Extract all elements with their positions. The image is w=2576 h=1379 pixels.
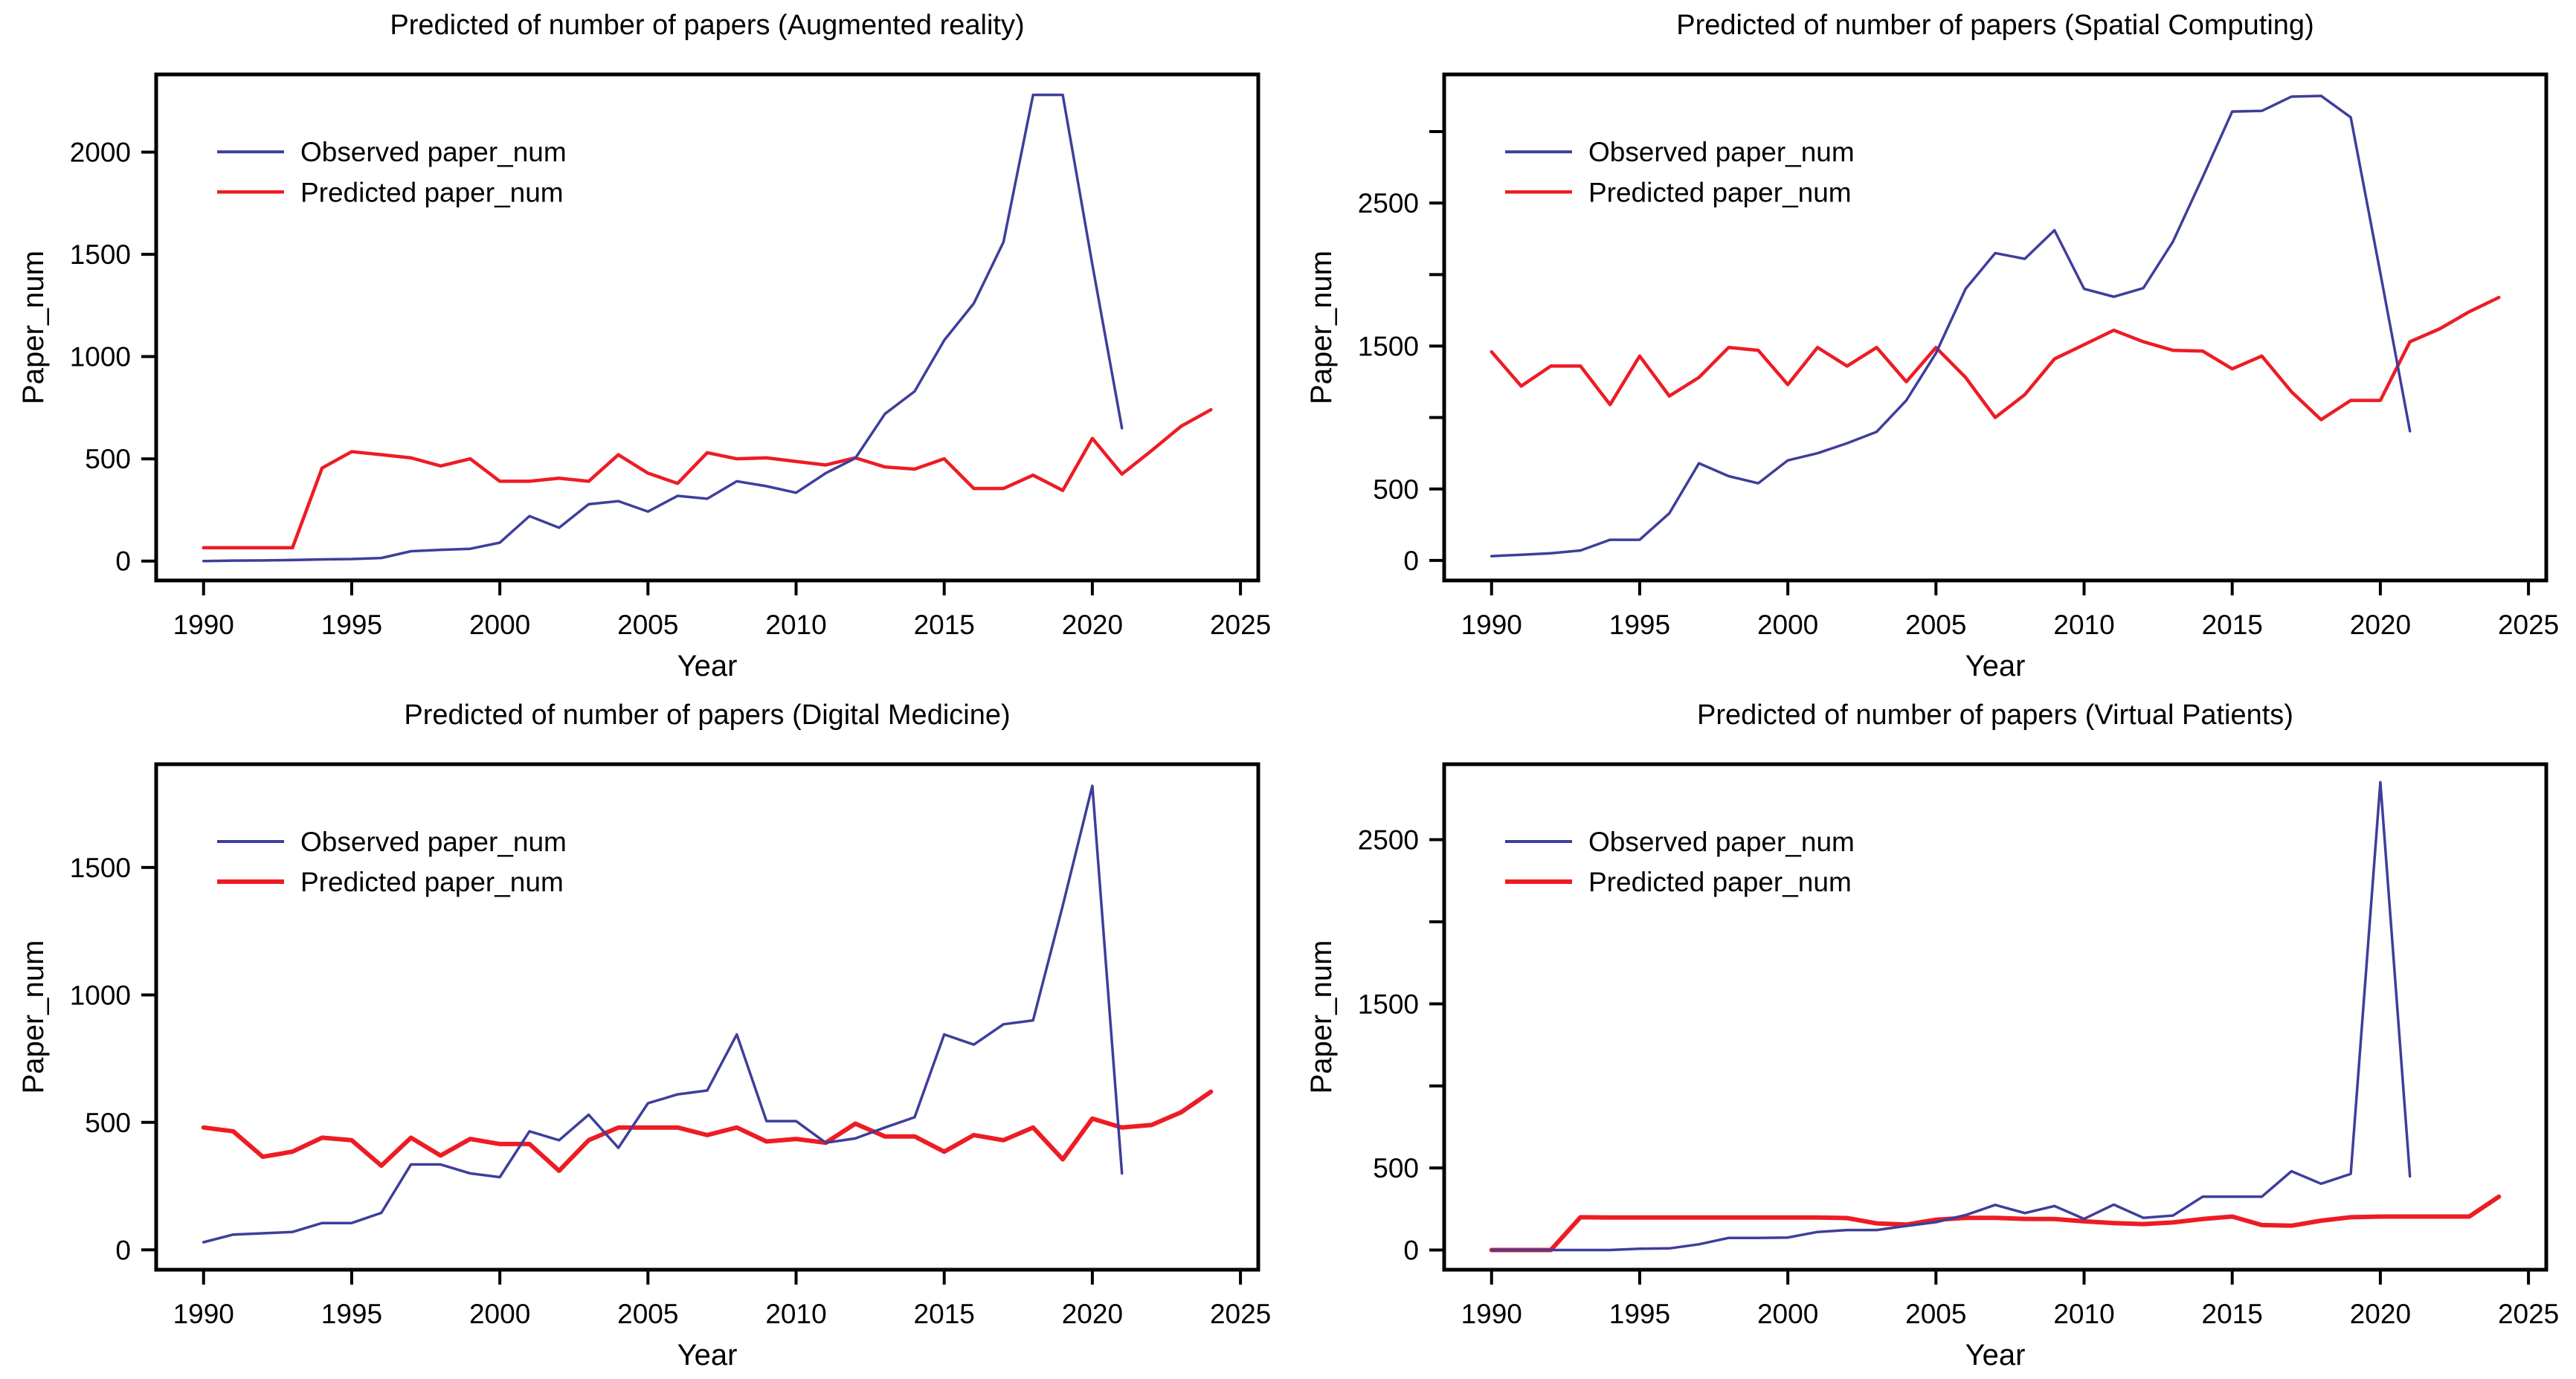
- x-tick-label: 2005: [1905, 1298, 1966, 1329]
- x-tick-label: 2010: [765, 609, 826, 640]
- y-tick-label: 1500: [70, 239, 131, 270]
- legend-observed-label: Observed paper_num: [1588, 826, 1855, 857]
- x-tick-label: 2010: [2053, 609, 2114, 640]
- chart-panel-augmented-reality: Predicted of number of papers (Augmented…: [0, 0, 1288, 690]
- observed-line: [1490, 781, 2412, 1252]
- y-axis-label: Paper_num: [1305, 940, 1338, 1094]
- x-tick-label: 2025: [1210, 609, 1271, 640]
- y-axis-label: Paper_num: [17, 940, 50, 1094]
- x-tick-label: 2025: [2498, 609, 2559, 640]
- plot-border: [1442, 762, 2548, 1272]
- y-tick-label: 2500: [1358, 824, 1419, 856]
- x-tick-label: 2005: [617, 1298, 678, 1329]
- y-tick-label: 2000: [70, 137, 131, 168]
- predicted-line: [202, 407, 1213, 550]
- y-tick-label: 1500: [70, 852, 131, 883]
- x-tick-label: 2020: [2350, 1298, 2411, 1329]
- legend-predicted-label: Predicted paper_num: [1588, 866, 1852, 897]
- plot-border: [1442, 72, 2548, 583]
- chart-panel-spatial-computing: Predicted of number of papers (Spatial C…: [1288, 0, 2576, 690]
- y-tick-label: 0: [1403, 545, 1419, 576]
- y-tick-label: 1000: [70, 341, 131, 372]
- y-tick-label: 0: [1403, 1235, 1419, 1266]
- x-axis-label: Year: [1965, 1339, 2026, 1372]
- x-tick-label: 2020: [1062, 1298, 1123, 1329]
- y-tick-label: 500: [85, 1107, 131, 1138]
- x-tick-label: 2015: [2202, 1298, 2263, 1329]
- y-tick-label: 500: [1373, 1152, 1419, 1183]
- legend-predicted-label: Predicted paper_num: [300, 176, 564, 207]
- chart-virtual-patients: Predicted of number of papers (Virtual P…: [1305, 700, 2559, 1372]
- x-tick-label: 2020: [2350, 609, 2411, 640]
- y-axis-label: Paper_num: [1305, 251, 1338, 404]
- chart-title: Predicted of number of papers (Augmented…: [390, 10, 1024, 41]
- x-tick-label: 2005: [1905, 609, 1966, 640]
- legend-observed-label: Observed paper_num: [300, 826, 567, 857]
- plot-border: [154, 762, 1260, 1272]
- x-tick-label: 2015: [2202, 609, 2263, 640]
- chart-title: Predicted of number of papers (Virtual P…: [1697, 700, 2293, 731]
- chart-digital-medicine: Predicted of number of papers (Digital M…: [17, 700, 1271, 1372]
- chart-panel-digital-medicine: Predicted of number of papers (Digital M…: [0, 690, 1288, 1379]
- y-tick-label: 0: [115, 546, 131, 577]
- y-tick-label: 2500: [1358, 187, 1419, 219]
- x-tick-label: 1990: [173, 1298, 234, 1329]
- chart-title: Predicted of number of papers (Spatial C…: [1676, 10, 2313, 41]
- x-tick-label: 1995: [1609, 609, 1670, 640]
- chart-panel-virtual-patients: Predicted of number of papers (Virtual P…: [1288, 690, 2576, 1379]
- legend-predicted-label: Predicted paper_num: [1588, 176, 1852, 207]
- y-tick-label: 1000: [70, 979, 131, 1010]
- x-tick-label: 2015: [914, 1298, 975, 1329]
- predicted-line: [201, 1089, 1214, 1173]
- x-tick-label: 1990: [1461, 609, 1522, 640]
- x-tick-label: 2000: [1757, 1298, 1818, 1329]
- y-tick-label: 500: [1373, 474, 1419, 505]
- x-tick-label: 1990: [173, 609, 234, 640]
- x-tick-label: 2010: [2053, 1298, 2114, 1329]
- x-tick-label: 1995: [321, 609, 382, 640]
- y-tick-label: 0: [115, 1234, 131, 1265]
- chart-title: Predicted of number of papers (Digital M…: [404, 700, 1010, 731]
- x-tick-label: 2000: [1757, 609, 1818, 640]
- predicted-line: [1490, 295, 2501, 422]
- x-tick-label: 1995: [321, 1298, 382, 1329]
- x-tick-label: 1995: [1609, 1298, 1670, 1329]
- x-tick-label: 2010: [765, 1298, 826, 1329]
- observed-line: [1490, 94, 2412, 558]
- x-tick-label: 2025: [1210, 1298, 1271, 1329]
- y-axis-label: Paper_num: [17, 251, 50, 404]
- x-tick-label: 2020: [1062, 609, 1123, 640]
- chart-augmented-reality: Predicted of number of papers (Augmented…: [17, 10, 1271, 682]
- x-axis-label: Year: [1965, 650, 2026, 682]
- plot-border: [154, 72, 1260, 583]
- predicted-line: [1489, 1194, 2502, 1253]
- legend-observed-label: Observed paper_num: [1588, 136, 1855, 167]
- legend-predicted-label: Predicted paper_num: [300, 866, 564, 897]
- observed-line: [202, 784, 1124, 1244]
- chart-spatial-computing: Predicted of number of papers (Spatial C…: [1305, 10, 2559, 682]
- x-tick-label: 2005: [617, 609, 678, 640]
- y-tick-label: 1500: [1358, 988, 1419, 1019]
- x-tick-label: 2025: [2498, 1298, 2559, 1329]
- x-axis-label: Year: [677, 650, 738, 682]
- x-axis-label: Year: [677, 1339, 738, 1372]
- y-tick-label: 500: [85, 443, 131, 474]
- y-tick-label: 1500: [1358, 330, 1419, 361]
- legend-observed-label: Observed paper_num: [300, 136, 567, 167]
- observed-line: [202, 93, 1124, 563]
- x-tick-label: 2000: [469, 609, 530, 640]
- x-tick-label: 2000: [469, 1298, 530, 1329]
- x-tick-label: 1990: [1461, 1298, 1522, 1329]
- x-tick-label: 2015: [914, 609, 975, 640]
